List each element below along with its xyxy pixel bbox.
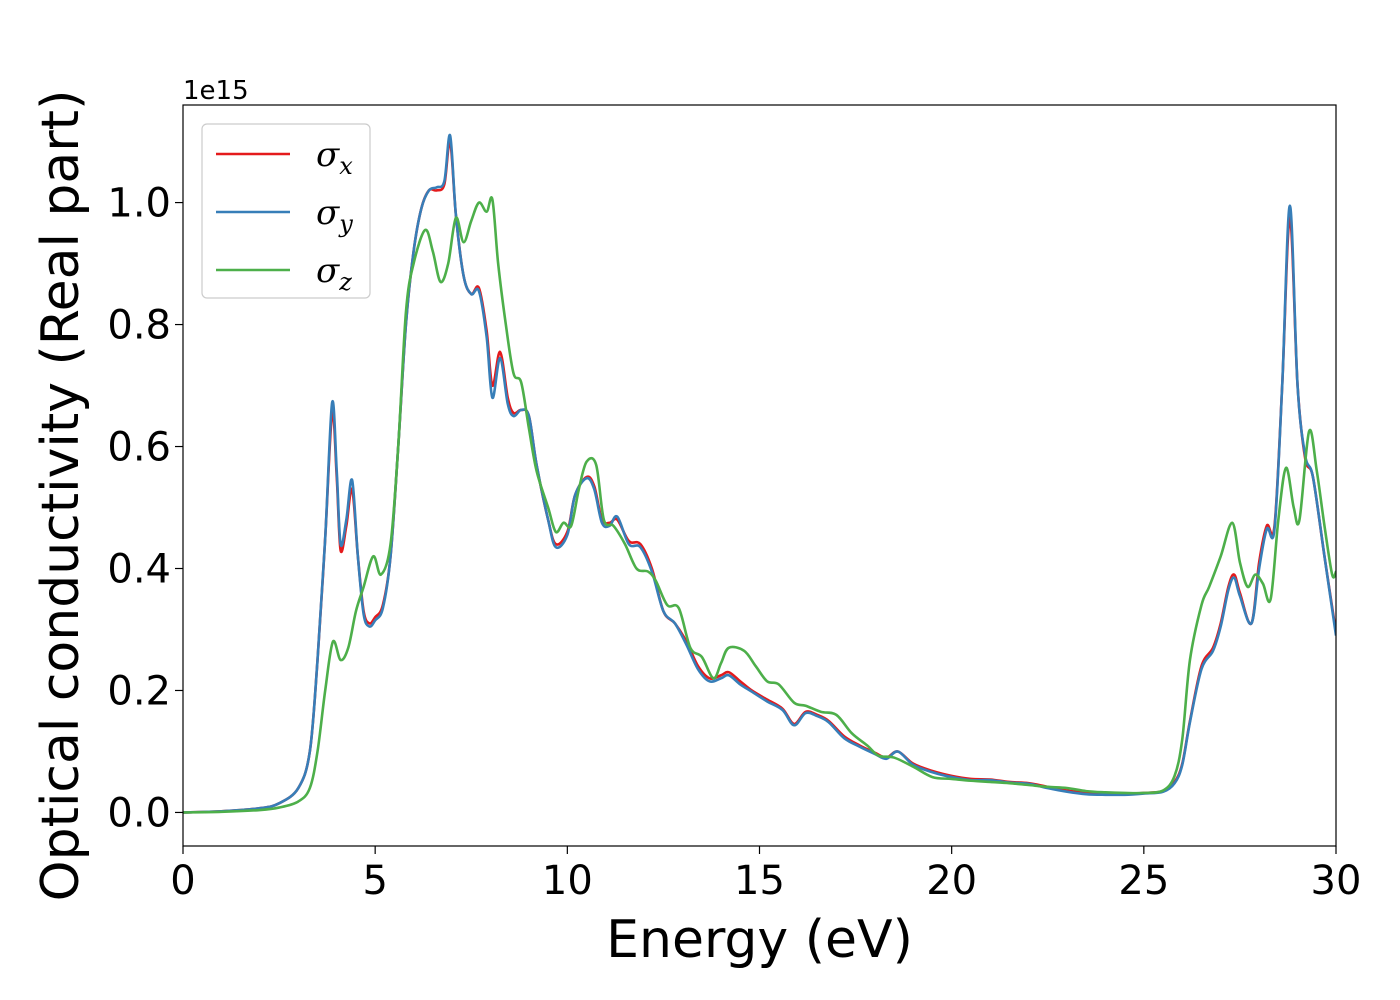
x-tick-label: 30 bbox=[1311, 858, 1362, 904]
x-axis-title: Energy (eV) bbox=[606, 910, 913, 970]
ticks-layer: 0 5 10 15 20 25 30 0.0 0.2 0.4 0.6 0.8 1.0 bbox=[107, 181, 1361, 904]
y-tick-label: 0.4 bbox=[107, 547, 171, 593]
series-layer bbox=[183, 134, 1336, 814]
series-line-y bbox=[183, 134, 1336, 814]
x-tick-label: 25 bbox=[1118, 858, 1169, 904]
legend-label-y: σy bbox=[316, 193, 353, 238]
y-tick-label: 0.6 bbox=[107, 425, 171, 471]
x-tick-label: 0 bbox=[170, 858, 195, 904]
y-tick-label: 0.8 bbox=[107, 303, 171, 349]
y-offset-label: 1e15 bbox=[183, 76, 249, 106]
legend-label-x: σx bbox=[316, 135, 353, 180]
y-tick-label: 0.2 bbox=[107, 668, 171, 714]
x-tick-label: 10 bbox=[542, 858, 593, 904]
x-tick-label: 5 bbox=[362, 858, 387, 904]
series-line-z bbox=[183, 196, 1336, 814]
x-tick-label: 15 bbox=[734, 858, 785, 904]
x-tick-label: 20 bbox=[926, 858, 977, 904]
y-tick-label: 1.0 bbox=[107, 181, 171, 227]
y-axis-title: Optical conductivity (Real part) bbox=[31, 90, 91, 902]
legend: σx σy σz bbox=[201, 123, 371, 299]
legend-label-z: σz bbox=[316, 251, 352, 296]
y-tick-label: 0.0 bbox=[107, 790, 171, 836]
